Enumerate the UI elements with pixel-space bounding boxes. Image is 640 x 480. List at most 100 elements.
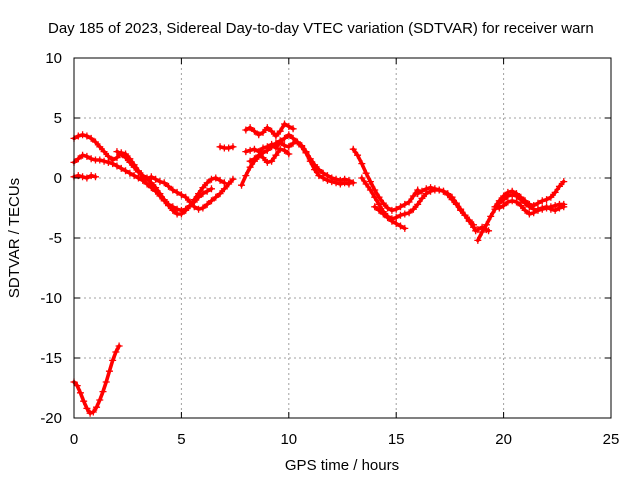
data-point-marker	[543, 196, 551, 204]
data-point-marker	[396, 203, 404, 211]
x-tick-label: 20	[495, 431, 512, 448]
data-series	[70, 120, 568, 417]
data-point-marker	[165, 202, 173, 210]
data-point-marker	[328, 178, 336, 186]
data-point-marker	[474, 236, 482, 244]
data-point-marker	[122, 167, 130, 175]
y-tick-label: -10	[40, 290, 62, 307]
data-point-marker	[276, 145, 284, 153]
data-point-marker	[255, 151, 263, 159]
data-point-marker	[504, 198, 512, 206]
data-point-marker	[93, 403, 101, 411]
data-point-marker	[250, 127, 258, 135]
data-point-marker	[272, 132, 280, 140]
data-series-trace-e	[216, 143, 237, 152]
data-point-marker	[517, 193, 525, 201]
y-tick-label: 10	[45, 50, 62, 67]
data-point-marker	[345, 180, 353, 188]
data-point-marker	[396, 222, 404, 230]
data-series-trace-i	[246, 145, 293, 166]
data-point-marker	[560, 203, 568, 211]
data-point-marker	[315, 172, 323, 180]
data-point-marker	[86, 409, 94, 417]
data-point-marker	[470, 221, 478, 229]
data-point-marker	[182, 193, 190, 201]
data-point-marker	[112, 348, 120, 356]
data-point-marker	[203, 200, 211, 208]
data-point-marker	[551, 188, 559, 196]
data-point-marker	[134, 168, 142, 176]
data-point-marker	[285, 131, 293, 139]
data-point-marker	[478, 223, 486, 231]
data-point-marker	[392, 214, 400, 222]
data-point-marker	[83, 404, 91, 412]
data-point-marker	[530, 202, 538, 210]
data-point-marker	[551, 206, 559, 214]
data-point-marker	[452, 200, 460, 208]
data-point-marker	[358, 174, 366, 182]
data-series-trace-d	[113, 148, 228, 218]
data-point-marker	[199, 204, 207, 212]
data-point-marker	[220, 185, 228, 193]
data-point-marker	[521, 197, 529, 205]
data-point-marker	[89, 408, 97, 416]
data-point-marker	[229, 143, 237, 151]
data-point-marker	[272, 139, 280, 147]
data-point-marker	[495, 204, 503, 212]
data-point-marker	[177, 191, 185, 199]
data-point-marker	[207, 185, 215, 193]
x-tick-label: 15	[388, 431, 405, 448]
data-point-marker	[371, 203, 379, 211]
data-series-trace-f	[242, 120, 297, 140]
data-point-marker	[186, 202, 194, 210]
data-point-marker	[242, 148, 250, 156]
data-point-marker	[409, 192, 417, 200]
data-point-marker	[87, 134, 95, 142]
data-point-marker	[100, 157, 108, 165]
data-point-marker	[388, 217, 396, 225]
data-point-marker	[444, 191, 452, 199]
data-point-marker	[379, 210, 387, 218]
data-point-marker	[547, 193, 555, 201]
data-point-marker	[281, 146, 289, 154]
data-point-marker	[229, 175, 237, 183]
data-point-marker	[173, 188, 181, 196]
data-point-marker	[169, 186, 177, 194]
data-point-marker	[79, 131, 87, 139]
data-point-marker	[349, 145, 357, 153]
data-point-marker	[319, 174, 327, 182]
data-point-marker	[104, 152, 112, 160]
data-point-marker	[199, 184, 207, 192]
data-point-marker	[512, 190, 520, 198]
y-tick-label: -20	[40, 410, 62, 427]
data-point-marker	[435, 186, 443, 194]
data-point-marker	[259, 128, 267, 136]
data-point-marker	[285, 122, 293, 130]
data-point-marker	[491, 203, 499, 211]
data-point-marker	[79, 151, 87, 159]
data-point-marker	[384, 214, 392, 222]
data-point-marker	[147, 179, 155, 187]
data-point-marker	[336, 180, 344, 188]
y-tick-label: -15	[40, 350, 62, 367]
data-point-marker	[268, 157, 276, 165]
data-point-marker	[293, 138, 301, 146]
data-point-marker	[160, 179, 168, 187]
data-point-marker	[392, 205, 400, 213]
data-point-marker	[401, 210, 409, 218]
data-point-marker	[207, 175, 215, 183]
data-point-marker	[530, 209, 538, 217]
data-point-marker	[525, 200, 533, 208]
data-point-marker	[152, 175, 160, 183]
y-axis-label: SDTVAR / TECUs	[6, 178, 23, 298]
data-point-marker	[100, 148, 108, 156]
data-point-marker	[534, 199, 542, 207]
data-point-marker	[302, 149, 310, 157]
data-point-marker	[418, 187, 426, 195]
data-point-marker	[285, 143, 293, 151]
data-point-marker	[418, 194, 426, 202]
data-point-marker	[76, 389, 84, 397]
x-tick-label: 10	[280, 431, 297, 448]
data-point-marker	[405, 209, 413, 217]
data-point-marker	[422, 185, 430, 193]
